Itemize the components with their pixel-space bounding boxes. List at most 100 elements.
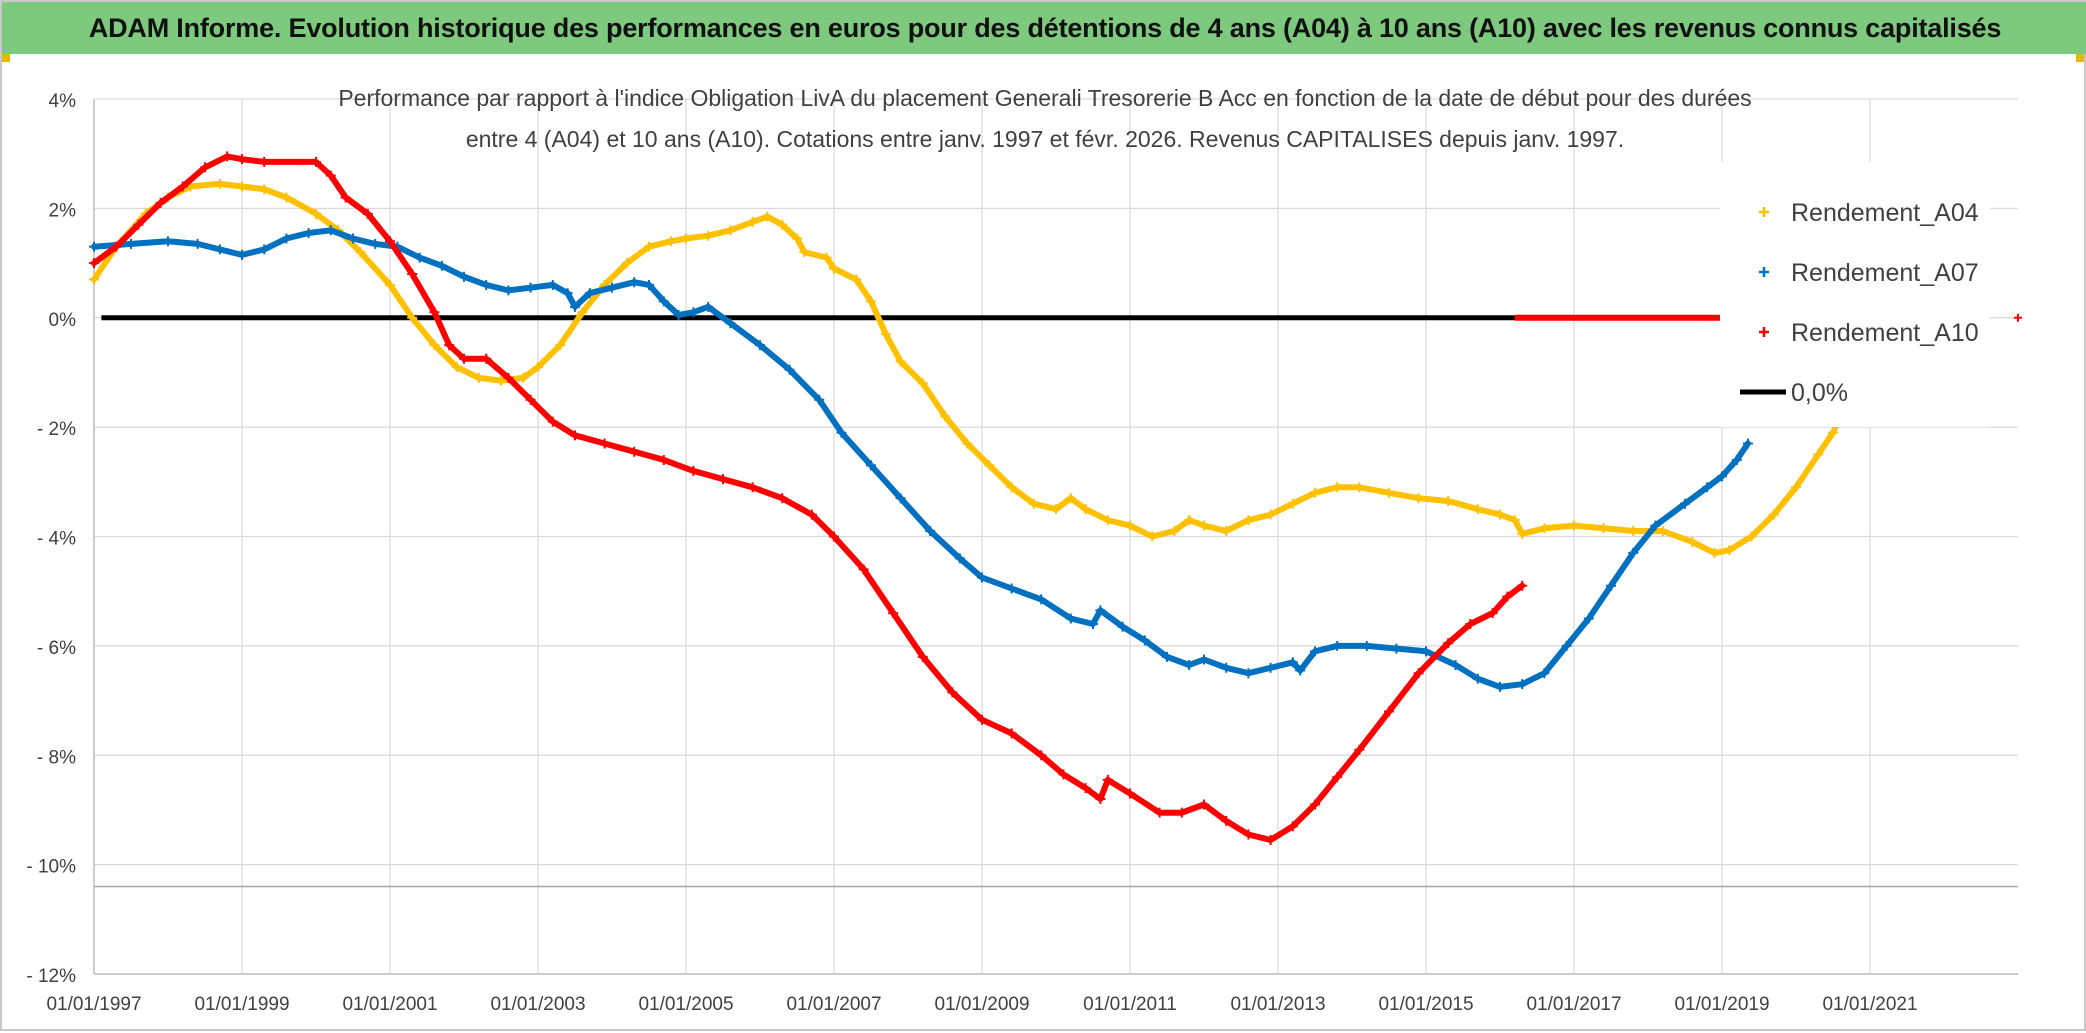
x-tick-label-7: 01/01/2011 (1083, 994, 1177, 1015)
point-Rendement_A10-38 (1036, 750, 1047, 761)
point-Rendement_A10-18 (481, 353, 492, 364)
point-Rendement_A10-60 (1517, 580, 1528, 591)
x-tick-label-12: 01/01/2021 (1822, 994, 1917, 1015)
point-Rendement_A07-21 (570, 301, 580, 312)
point-Rendement_A10-20 (525, 394, 536, 405)
point-Rendement_A10-8 (259, 156, 270, 167)
point-Rendement_A04-79 (1791, 482, 1801, 493)
point-Rendement_A04-16 (473, 372, 484, 383)
point-Rendement_A07-39 (977, 572, 987, 583)
point-Rendement_A04-77 (1746, 531, 1757, 542)
point-Rendement_A07-25 (644, 279, 654, 290)
point-Rendement_A07-37 (925, 526, 936, 537)
point-Rendement_A07-26 (658, 296, 669, 307)
point-Rendement_A10-27 (718, 474, 728, 485)
point-Rendement_A10-14 (407, 269, 418, 279)
point-Rendement_A10-28 (747, 482, 758, 493)
point-Rendement_A04-61 (1354, 482, 1365, 493)
point-Rendement_A04-60 (1332, 482, 1343, 493)
point-Rendement_A10-0 (89, 258, 99, 269)
point-Rendement_A07-29 (703, 301, 714, 312)
point-Rendement_A07-22 (584, 288, 595, 299)
point-Rendement_A07-2 (163, 236, 173, 247)
point-Rendement_A04-27 (703, 230, 714, 241)
point-Rendement_A04-29 (747, 217, 758, 228)
point-Rendement_A07-13 (414, 252, 425, 263)
y-tick-label-1: 2% (49, 200, 77, 221)
point-Rendement_A07-18 (525, 282, 536, 293)
legend: Rendement_A04 Rendement_A07 Rendement_A10 0… (1720, 162, 2022, 427)
point-Rendement_A10-39 (1058, 769, 1069, 780)
point-Rendement_A04-41 (940, 411, 950, 422)
point-Rendement_A04-68 (1517, 528, 1528, 539)
point-Rendement_A10-46 (1199, 799, 1209, 810)
series-Rendement_A10 (89, 151, 1528, 846)
x-tick-label-1: 01/01/1999 (194, 994, 289, 1015)
point-Rendement_A04-59 (1310, 487, 1320, 498)
point-Rendement_A04-37 (866, 296, 876, 307)
point-Rendement_A04-17 (496, 375, 506, 386)
point-Rendement_A04-9 (311, 208, 321, 219)
point-Rendement_A10-51 (1310, 799, 1320, 810)
point-Rendement_A07-32 (784, 364, 795, 375)
grid (93, 98, 2018, 975)
point-Rendement_A04-33 (799, 247, 810, 258)
point-Rendement_A07-31 (755, 340, 765, 351)
point-Rendement_A04-21 (577, 307, 588, 318)
legend-marker-1 (1759, 267, 1769, 277)
point-Rendement_A10-56 (1443, 638, 1454, 649)
point-Rendement_A07-70 (1680, 498, 1690, 509)
series-Rendement_A04 (89, 178, 1846, 558)
point-Rendement_A10-9 (311, 156, 321, 167)
point-Rendement_A07-66 (1583, 613, 1594, 624)
point-Rendement_A04-54 (1199, 520, 1209, 531)
point-Rendement_A10-33 (888, 608, 899, 619)
point-Rendement_A07-45 (1117, 621, 1128, 632)
point-Rendement_A07-60 (1450, 660, 1461, 671)
point-Rendement_A07-61 (1472, 673, 1483, 684)
point-Rendement_A10-58 (1487, 608, 1498, 619)
axes: 4% 2% 0% - 2% - 4% - 6% - 8% - 10% - 12% 01/01/19… (26, 91, 2018, 1015)
point-Rendement_A04-75 (1709, 547, 1720, 558)
point-Rendement_A10-1 (111, 241, 122, 252)
point-Rendement_A04-56 (1243, 515, 1254, 526)
point-Rendement_A10-12 (362, 208, 373, 219)
point-Rendement_A04-69 (1539, 523, 1550, 534)
point-Rendement_A07-51 (1243, 668, 1254, 679)
point-Rendement_A04-34 (821, 252, 832, 263)
point-Rendement_A07-35 (866, 460, 876, 471)
chart-title-line-1: Performance par rapport à l'indice Oblig… (338, 85, 1751, 111)
point-Rendement_A10-3 (155, 197, 166, 208)
point-Rendement_A04-65 (1472, 504, 1483, 515)
point-Rendement_A07-0 (89, 241, 99, 252)
point-Rendement_A04-26 (681, 233, 691, 244)
point-Rendement_A07-53 (1287, 657, 1298, 668)
point-Rendement_A07-40 (1006, 583, 1017, 594)
point-Rendement_A07-58 (1391, 643, 1402, 654)
point-Rendement_A04-81 (1828, 427, 1838, 438)
point-Rendement_A04-47 (1065, 493, 1076, 504)
point-Rendement_A10-50 (1287, 821, 1298, 832)
point-Rendement_A04-43 (984, 460, 995, 471)
point-Rendement_A04-15 (451, 361, 462, 372)
y-tick-label-6: - 8% (37, 747, 76, 768)
legend-marker-2 (1759, 327, 1769, 337)
point-Rendement_A04-35 (829, 263, 839, 274)
point-Rendement_A10-17 (459, 353, 469, 364)
point-Rendement_A07-14 (436, 260, 447, 271)
point-Rendement_A07-56 (1332, 640, 1343, 651)
chart-title-line-2: entre 4 (A04) et 10 ans (A10). Cotations… (466, 126, 1624, 152)
point-Rendement_A07-27 (673, 310, 684, 321)
point-Rendement_A07-3 (192, 238, 203, 249)
y-tick-label-8: - 12% (26, 966, 76, 987)
point-Rendement_A07-47 (1162, 651, 1172, 662)
point-Rendement_A10-44 (1154, 807, 1165, 818)
point-Rendement_A04-52 (1169, 526, 1180, 537)
point-Rendement_A10-29 (777, 493, 788, 504)
x-tick-label-11: 01/01/2019 (1674, 994, 1769, 1015)
point-Rendement_A04-6 (237, 181, 247, 192)
point-Rendement_A10-6 (222, 151, 233, 162)
y-tick-label-3: - 2% (37, 419, 76, 440)
